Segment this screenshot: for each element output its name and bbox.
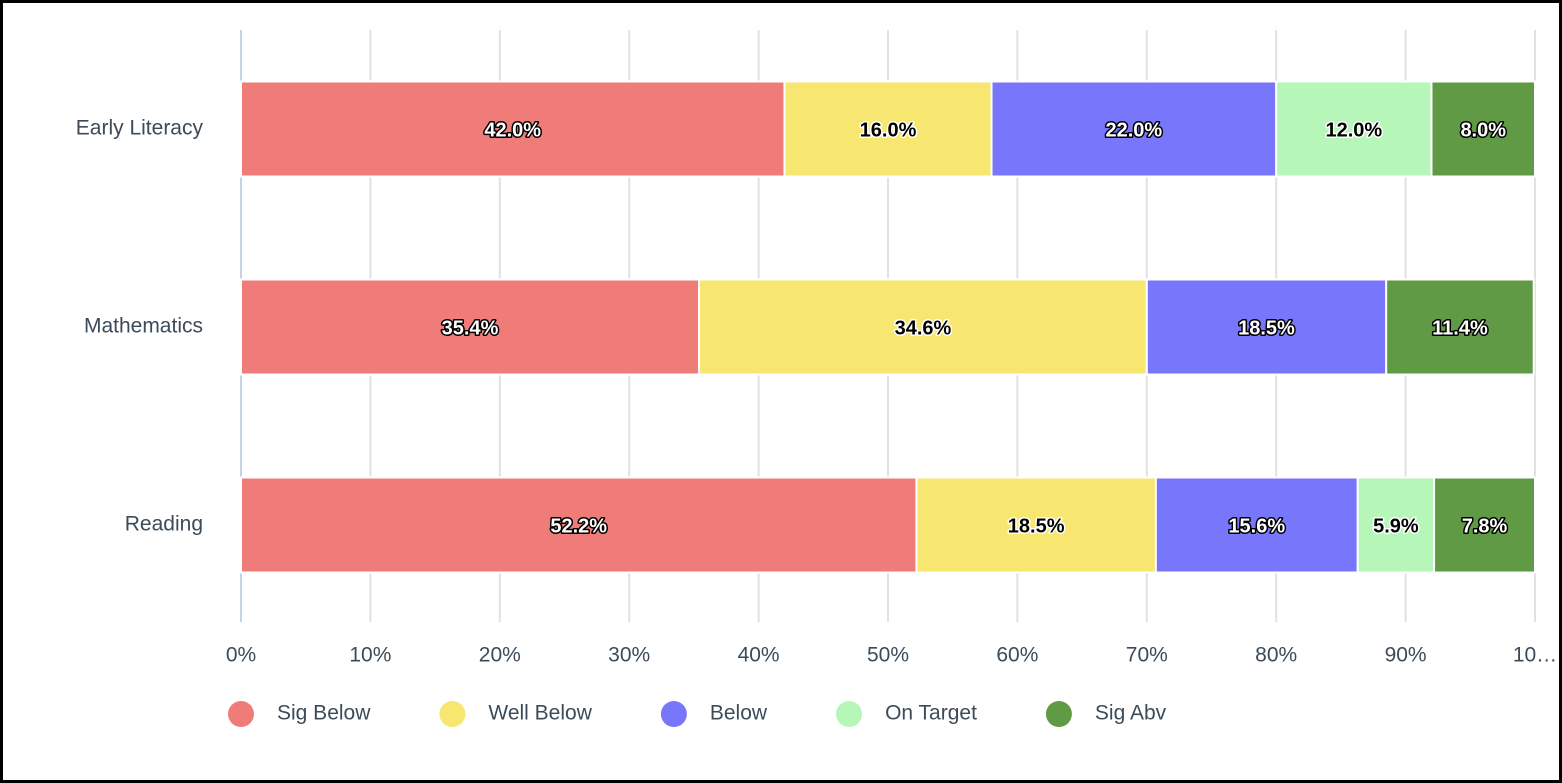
bar-segment — [1430, 80, 1536, 178]
data-label: 11.4% — [1432, 317, 1488, 339]
data-label: 42.0% — [484, 119, 541, 141]
legend-label: Sig Abv — [1095, 702, 1167, 725]
x-tick-label: 20% — [479, 644, 521, 667]
bar-segment — [240, 80, 786, 178]
x-tick-label: 10… — [1513, 644, 1557, 667]
x-tick-label: 50% — [867, 644, 909, 667]
bar-segment — [1356, 476, 1436, 574]
bar-segment — [1385, 278, 1535, 376]
legend-label: Sig Below — [277, 702, 371, 725]
data-label: 18.5% — [1008, 515, 1065, 537]
data-label: 35.4% — [442, 317, 499, 339]
data-label: 52.2% — [550, 515, 607, 537]
y-tick-label: Mathematics — [84, 315, 203, 338]
bar-segment — [990, 80, 1278, 178]
data-label: 18.5% — [1238, 317, 1295, 339]
data-label: 7.8% — [1462, 515, 1508, 537]
x-tick-label: 90% — [1385, 644, 1427, 667]
bar-segment — [1433, 476, 1536, 574]
data-label: 5.9% — [1373, 515, 1419, 537]
data-label: 15.6% — [1228, 515, 1285, 537]
data-label: 34.6% — [895, 317, 952, 339]
legend-marker — [228, 701, 254, 727]
x-tick-label: 80% — [1255, 644, 1297, 667]
y-tick-label: Reading — [125, 513, 203, 536]
bar-segment — [240, 476, 918, 574]
bar-segment — [1275, 80, 1433, 178]
legend-marker — [660, 701, 687, 727]
x-tick-label: 30% — [608, 644, 650, 667]
bar-segment — [1154, 476, 1359, 574]
data-label: 16.0% — [860, 119, 917, 141]
legend-label: Well Below — [488, 702, 592, 725]
legend-label: On Target — [885, 702, 977, 725]
legend-marker — [836, 701, 863, 727]
x-tick-label: 10% — [349, 644, 391, 667]
bar-segment — [1145, 278, 1388, 376]
legend-label: Below — [710, 702, 768, 725]
legend-marker — [439, 701, 466, 727]
x-tick-label: 60% — [996, 644, 1038, 667]
y-tick-label: Early Literacy — [76, 117, 204, 140]
x-tick-label: 0% — [226, 644, 256, 667]
bar-segment — [240, 278, 701, 376]
x-tick-label: 70% — [1126, 644, 1168, 667]
data-label: 12.0% — [1325, 119, 1382, 141]
x-tick-label: 40% — [738, 644, 780, 667]
data-label: 22.0% — [1106, 119, 1163, 141]
legend-marker — [1045, 701, 1072, 727]
bar-segment — [915, 476, 1157, 574]
data-label: 8.0% — [1460, 119, 1506, 141]
